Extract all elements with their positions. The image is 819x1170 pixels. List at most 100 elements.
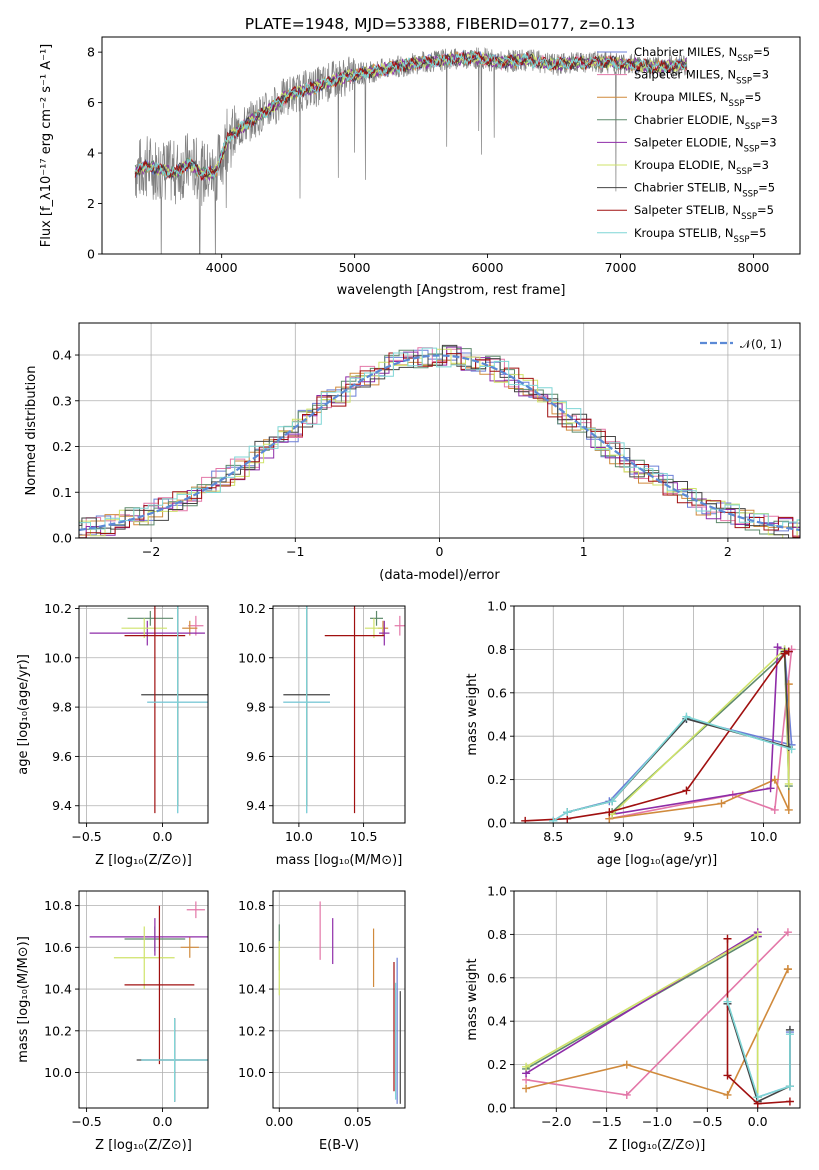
- y-tick-label: 10.2: [44, 1023, 72, 1038]
- y-tick-label: 0.0: [487, 1101, 507, 1116]
- plot-area: [522, 928, 794, 1108]
- y-tick-label: 0.4: [487, 1014, 507, 1029]
- x-tick-label: 6000: [472, 260, 504, 275]
- grid: [79, 606, 208, 823]
- legend-label-salpeter-elodie: Salpeter ELODIE, NSSP=3: [634, 135, 777, 154]
- y-tick-label: 0.6: [487, 685, 507, 700]
- y-tick-label: 8: [87, 45, 95, 60]
- x-axis-label: (data-model)/error: [379, 568, 500, 583]
- legend-label-chabrier-stelib: Chabrier STELIB, NSSP=5: [634, 181, 775, 200]
- y-tick-label: 0.8: [487, 642, 507, 657]
- figure-title: PLATE=1948, MJD=53388, FIBERID=0177, z=0…: [245, 15, 635, 33]
- mass-weight-marker-salpeter-elodie: [766, 784, 775, 793]
- axes-frame: [78, 605, 209, 824]
- age-vs-metallicity-panel: −0.5 0.0 9.4 9.6 9.8 10.0 10.2 Z [log₁₀(Z/Z⊙)] a…: [16, 601, 209, 868]
- mass-weight-marker-salpeter-stelib: [785, 1097, 794, 1106]
- y-tick-label: 0.1: [52, 485, 72, 500]
- x-tick-label: −0.5: [692, 1114, 722, 1129]
- plot-area: [521, 643, 796, 823]
- y-tick-label: 10.6: [44, 940, 72, 955]
- x-tick-label: 0.05: [344, 1114, 372, 1129]
- y-axis-label: age [log₁₀(age/yr)]: [16, 654, 31, 775]
- y-tick-label: 0.2: [487, 1057, 507, 1072]
- mass-weight-marker-kroupa-stelib: [682, 712, 691, 721]
- x-tick-label: 1: [580, 544, 588, 559]
- x-tick-label: 9.0: [613, 829, 633, 844]
- mass-weight-line-kroupa-elodie: [525, 933, 759, 1098]
- y-tick-label: 0.6: [487, 970, 507, 985]
- residual-histogram-kroupa-miles: [79, 359, 800, 538]
- plot-area: [134, 47, 688, 254]
- mass-weight-marker-salpeter-elodie: [773, 643, 782, 652]
- x-tick-label: 7000: [605, 260, 637, 275]
- y-axis-label: mass weight: [465, 958, 480, 1040]
- mass-weight-marker-salpeter-stelib: [780, 649, 789, 658]
- model-spectrum-kroupa-elodie: [134, 51, 687, 181]
- legend-label-kroupa-miles: Kroupa MILES, NSSP=5: [634, 90, 761, 109]
- y-tick-label: 1.0: [487, 599, 507, 614]
- mass-weight-marker-kroupa-stelib: [785, 1030, 794, 1039]
- y-tick-label: 1.0: [487, 884, 507, 899]
- x-tick-label: 9.5: [684, 829, 704, 844]
- mass-vs-ebv-panel: 0.00 0.05 10.0 10.2 10.4 10.6 10.8 E(B-V): [238, 890, 406, 1153]
- y-tick-label: 0.4: [52, 348, 72, 363]
- y-tick-label: 4: [87, 146, 95, 161]
- y-tick-label: 10.4: [44, 982, 72, 997]
- y-axis-label: mass [log₁₀(M/M⊙)]: [16, 936, 31, 1063]
- y-tick-label: 9.4: [246, 798, 266, 813]
- axes-frame: [272, 890, 406, 1109]
- y-tick-label: 10.0: [238, 1065, 266, 1080]
- x-tick-label: 0: [436, 544, 444, 559]
- y-tick-label: 9.8: [52, 700, 72, 715]
- residual-histogram-salpeter-stelib: [79, 352, 800, 538]
- mass-weight-line-salpeter-stelib: [726, 938, 790, 1105]
- y-tick-label: 10.2: [238, 601, 266, 616]
- spectrum-panel: 4000 5000 6000 7000 8000 0 2 4 6 8 wavelength [Ang…: [39, 36, 801, 298]
- plot-area: [278, 901, 401, 1104]
- x-axis-label: Z [log₁₀(Z/Z⊙)]: [95, 853, 192, 868]
- grid: [273, 891, 405, 1108]
- x-tick-label: 0.0: [153, 1114, 173, 1129]
- mass-weight-marker-kroupa-miles: [723, 1090, 732, 1099]
- x-axis-label: Z [log₁₀(Z/Z⊙)]: [95, 1138, 192, 1153]
- mass-weight-marker-kroupa-stelib: [787, 745, 796, 754]
- mass-weight-marker-kroupa-stelib: [608, 797, 617, 806]
- mass-weight-marker-kroupa-elodie: [522, 1062, 531, 1071]
- y-tick-label: 0.0: [487, 816, 507, 831]
- mass-weight-line-chabrier-elodie: [525, 935, 759, 1098]
- x-tick-label: 10.5: [350, 829, 378, 844]
- mass-weight-marker-salpeter-stelib: [521, 816, 530, 823]
- mass-weight-line-chabrier-stelib: [726, 1003, 791, 1103]
- y-tick-label: 10.8: [44, 898, 72, 913]
- grid: [79, 891, 208, 1108]
- mass-weight-marker-kroupa-miles: [522, 1084, 531, 1093]
- plot-area: [89, 606, 208, 814]
- x-tick-label: −0.5: [71, 829, 101, 844]
- y-tick-label: 9.6: [52, 749, 72, 764]
- plot-area: [283, 606, 405, 814]
- mass-weight-line-salpeter-miles: [609, 649, 793, 820]
- y-tick-label: 10.0: [238, 650, 266, 665]
- mass-weight-marker-kroupa-stelib: [549, 816, 558, 823]
- mass-weight-marker-kroupa-elodie: [753, 930, 762, 939]
- legend-label-salpeter-stelib: Salpeter STELIB, NSSP=5: [634, 203, 774, 222]
- mass-weight-vs-age-panel: 8.5 9.0 9.5 10.0 0.0 0.2 0.4 0.6 0.8 1.0 age [log₁…: [465, 599, 801, 868]
- y-tick-label: 0: [87, 247, 95, 262]
- legend-label-kroupa-elodie: Kroupa ELODIE, NSSP=3: [634, 158, 769, 177]
- x-tick-label: 8000: [738, 260, 770, 275]
- y-tick-label: 10.0: [44, 650, 72, 665]
- x-axis-label: age [log₁₀(age/yr)]: [597, 853, 718, 868]
- mass-weight-vs-metallicity-panel: −2.0 −1.5 −1.0 −0.5 0.0 0.0 0.2 0.4 0.6 0.8 1.0 Z […: [465, 884, 801, 1153]
- x-tick-label: 2: [724, 544, 732, 559]
- age-vs-mass-panel: 10.0 10.5 9.4 9.6 9.8 10.0 10.2 mass [log₁₀(M/M…: [238, 601, 406, 868]
- x-tick-label: 0.0: [153, 829, 173, 844]
- x-tick-label: −2.0: [541, 1114, 571, 1129]
- residual-histogram-kroupa-elodie: [79, 348, 800, 538]
- mass-weight-marker-kroupa-miles: [622, 1060, 631, 1069]
- y-tick-label: 0.8: [487, 927, 507, 942]
- x-axis-label: mass [log₁₀(M/M⊙)]: [276, 853, 403, 868]
- model-spectrum-kroupa-stelib: [134, 51, 687, 179]
- residual-histogram-chabrier-stelib: [79, 344, 800, 538]
- x-tick-label: −1: [286, 544, 304, 559]
